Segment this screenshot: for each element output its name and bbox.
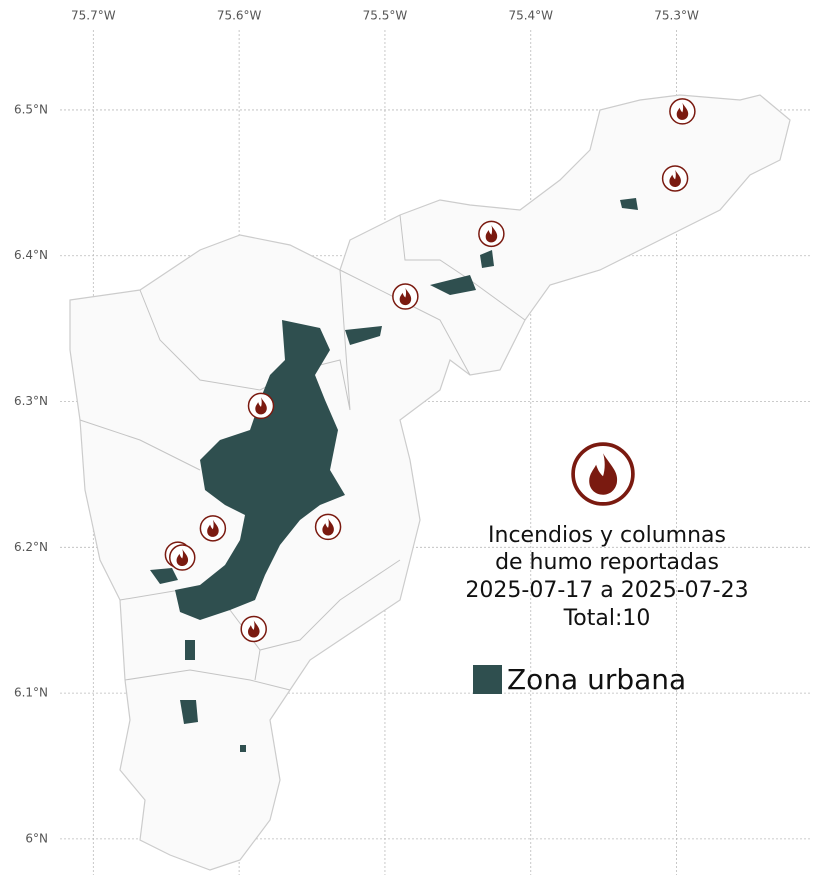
fire-circle	[392, 283, 419, 310]
fire-marker	[478, 220, 505, 248]
urban-area	[240, 745, 246, 752]
y-tick-label: 6.2°N	[14, 540, 48, 554]
legend: Incendios y columnas de humo reportadas 20…	[465, 442, 749, 696]
fire-circle	[240, 615, 267, 643]
urban-areas	[150, 198, 638, 752]
region-outline	[69, 94, 791, 871]
y-tick-label: 6.3°N	[14, 394, 48, 408]
fire-flame	[399, 287, 412, 306]
fire-flame	[248, 620, 260, 638]
x-tick-label: 75.5°W	[363, 9, 408, 23]
fire-circle	[314, 513, 342, 541]
fire-marker	[669, 98, 696, 125]
fire-marker	[199, 515, 227, 542]
urban-area	[185, 640, 195, 660]
legend-title: Incendios y columnas de humo reportadas 20…	[465, 523, 748, 631]
fire-flame	[322, 518, 334, 536]
fire-circle	[478, 220, 505, 248]
legend-label: Zona urbana	[507, 663, 686, 696]
y-tick-label: 6.5°N	[14, 102, 48, 116]
fire-marker	[247, 392, 275, 420]
urban-area	[620, 198, 638, 210]
fire-circle	[661, 165, 689, 192]
legend-title-line: 2025-07-17 a 2025-07-23	[465, 578, 748, 603]
fire-flame	[207, 519, 219, 537]
x-tick-label: 75.3°W	[654, 9, 699, 23]
fire-marker	[169, 544, 196, 571]
fire-marker	[240, 615, 267, 643]
y-tick-label: 6.4°N	[14, 248, 48, 262]
fire-flame	[176, 548, 189, 567]
fire-marker	[392, 283, 419, 310]
region	[69, 94, 791, 871]
legend-title-line: Incendios y columnas	[488, 523, 726, 548]
fire-circle	[169, 544, 196, 571]
legend-swatch	[473, 665, 502, 694]
legend-title-line: Total:10	[563, 606, 651, 631]
legend-title-line: de humo reportadas	[495, 550, 719, 575]
urban-area	[430, 275, 476, 295]
y-tick-label: 6.1°N	[14, 686, 48, 700]
x-tick-label: 75.4°W	[508, 9, 553, 23]
urban-area	[345, 326, 382, 345]
legend-fire-icon	[571, 442, 635, 506]
fire-flame	[676, 102, 689, 120]
ticks: 75.7°W 75.6°W 75.5°W 75.4°W 75.3°W 6.5°N 6.4°N…	[14, 9, 699, 846]
urban-area	[150, 568, 178, 584]
fire-marker	[661, 165, 689, 192]
fire-flame	[669, 169, 681, 187]
fire-circle	[669, 98, 696, 125]
fire-flame	[485, 225, 498, 243]
urban-area	[180, 700, 198, 724]
x-tick-label: 75.6°W	[217, 9, 262, 23]
urban-area	[175, 320, 345, 620]
urban-area	[480, 250, 494, 268]
x-tick-label: 75.7°W	[71, 9, 116, 23]
fire-marker	[314, 513, 342, 541]
fire-circle	[199, 515, 227, 542]
y-tick-label: 6°N	[25, 831, 48, 845]
fire-circle	[247, 392, 275, 420]
fire-flame	[255, 397, 267, 415]
fires	[164, 98, 696, 643]
